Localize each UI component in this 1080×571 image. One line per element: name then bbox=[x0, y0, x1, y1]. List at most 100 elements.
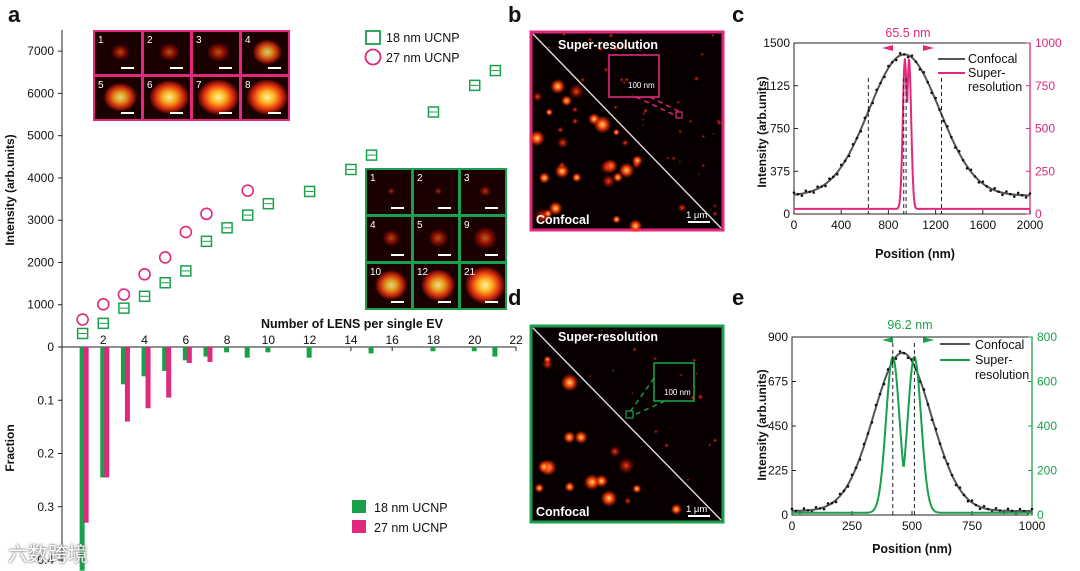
panel-d-bottom-text: Confocal bbox=[536, 505, 589, 519]
fluorescent-spot bbox=[537, 460, 551, 474]
raw-point bbox=[922, 388, 926, 391]
fluorescent-spot bbox=[697, 172, 701, 176]
tick-label: 200 bbox=[1037, 464, 1057, 478]
tick-label: 750 bbox=[770, 122, 790, 136]
raw-point bbox=[874, 403, 878, 407]
tick-label: 2 bbox=[100, 333, 107, 347]
fluorescent-spot bbox=[621, 139, 629, 147]
fluorescent-spot bbox=[617, 457, 635, 475]
inset-green-grid: 1 2 34 5 910 12 21 bbox=[365, 168, 507, 310]
panel-c-label: c bbox=[732, 2, 744, 27]
tick-label: 6000 bbox=[27, 86, 54, 100]
inset-index: 10 bbox=[370, 267, 382, 278]
fluorescent-spot bbox=[688, 119, 693, 124]
fluorescent-spot bbox=[534, 483, 544, 493]
panel-c-xlabel: Position (nm) bbox=[875, 247, 955, 261]
tick-label: 800 bbox=[878, 218, 898, 232]
arrow-icon bbox=[882, 45, 893, 51]
tick-label: 4 bbox=[141, 333, 148, 347]
inset-index: 4 bbox=[245, 35, 251, 46]
panel-c-peak-label: 65.5 nm bbox=[885, 26, 930, 40]
panel-e-label: e bbox=[732, 285, 744, 310]
inset-spot bbox=[387, 187, 396, 195]
raw-point bbox=[883, 75, 886, 79]
tick-label: 1125 bbox=[764, 79, 790, 93]
fluorescent-spot bbox=[701, 163, 706, 168]
inset-spot bbox=[110, 44, 130, 61]
watermark: 六数跨境 bbox=[8, 542, 88, 566]
inset-spot bbox=[197, 79, 239, 115]
fluorescent-spot bbox=[632, 347, 637, 352]
fluorescent-spot bbox=[568, 83, 585, 100]
raw-point bbox=[942, 119, 945, 123]
tick-label: 675 bbox=[768, 375, 788, 389]
tick-label: 0.2 bbox=[37, 447, 54, 461]
raw-point bbox=[842, 489, 846, 493]
tick-label: 1000 bbox=[27, 298, 54, 312]
raw-point bbox=[871, 101, 874, 105]
panel-d-top-text: Super-resolution bbox=[558, 330, 658, 344]
data-point bbox=[200, 235, 213, 248]
raw-point bbox=[902, 53, 906, 56]
fluorescent-spot bbox=[561, 31, 567, 37]
raw-point bbox=[887, 64, 890, 68]
raw-point bbox=[1022, 509, 1026, 513]
raw-point bbox=[808, 190, 812, 194]
inset-index: 3 bbox=[464, 173, 470, 184]
panel-e-peak-label: 96.2 nm bbox=[887, 318, 932, 332]
fluorescent-spot bbox=[686, 478, 690, 482]
raw-point bbox=[814, 505, 818, 509]
raw-point bbox=[796, 192, 800, 196]
panel-c-ylabel: Intensity (arb.units) bbox=[755, 76, 769, 187]
raw-point bbox=[839, 163, 843, 167]
tick-label: 12 bbox=[303, 333, 317, 347]
raw-point bbox=[942, 455, 946, 459]
data-point bbox=[118, 302, 130, 314]
tick-label: 5000 bbox=[27, 129, 54, 143]
raw-point bbox=[859, 129, 863, 133]
panel-d-zoom-label: 100 nm bbox=[664, 388, 691, 397]
fluorescent-spot bbox=[716, 119, 722, 126]
data-point bbox=[179, 225, 193, 239]
raw-point bbox=[993, 186, 996, 190]
raw-point bbox=[922, 70, 926, 74]
fluorescent-spot bbox=[631, 155, 643, 166]
fluorescent-spot bbox=[638, 49, 642, 52]
tick-label: 1500 bbox=[763, 36, 790, 50]
data-point bbox=[200, 207, 213, 221]
inset-spot bbox=[473, 227, 498, 250]
panel-d-image: Super-resolution Confocal 100 nm 1 μm bbox=[529, 324, 725, 524]
data-point bbox=[159, 277, 171, 289]
inset-spot bbox=[158, 43, 180, 61]
raw-point bbox=[978, 507, 982, 511]
tick-label: 800 bbox=[1037, 330, 1057, 344]
raw-point bbox=[938, 108, 941, 111]
raw-point bbox=[994, 506, 998, 510]
inset-index: 8 bbox=[245, 80, 251, 91]
raw-point bbox=[886, 368, 890, 371]
panel-c-legend-super: Super- bbox=[968, 66, 1006, 80]
raw-point bbox=[982, 504, 986, 508]
tick-label: 0 bbox=[789, 519, 796, 533]
fluorescent-spot bbox=[593, 115, 612, 134]
raw-point bbox=[824, 184, 827, 188]
tick-label: 8 bbox=[224, 333, 231, 347]
fluorescent-spot bbox=[691, 358, 697, 363]
raw-point bbox=[1012, 195, 1016, 198]
inset-spot bbox=[206, 42, 230, 62]
raw-point bbox=[826, 502, 830, 505]
tick-label: 7000 bbox=[27, 44, 54, 58]
data-point bbox=[76, 327, 89, 340]
fluorescent-spot bbox=[556, 136, 569, 149]
bar bbox=[124, 347, 130, 422]
series-line bbox=[794, 58, 1030, 210]
data-point bbox=[96, 298, 110, 311]
panel-c-legend-resolution: resolution bbox=[968, 80, 1022, 94]
raw-point bbox=[1010, 509, 1014, 513]
raw-point bbox=[870, 421, 874, 424]
legend-top-18nm: 18 nm UCNP bbox=[386, 31, 460, 45]
fluorescent-spot bbox=[557, 126, 564, 134]
fluorescent-spot bbox=[678, 129, 682, 134]
tick-label: 6 bbox=[182, 333, 189, 347]
